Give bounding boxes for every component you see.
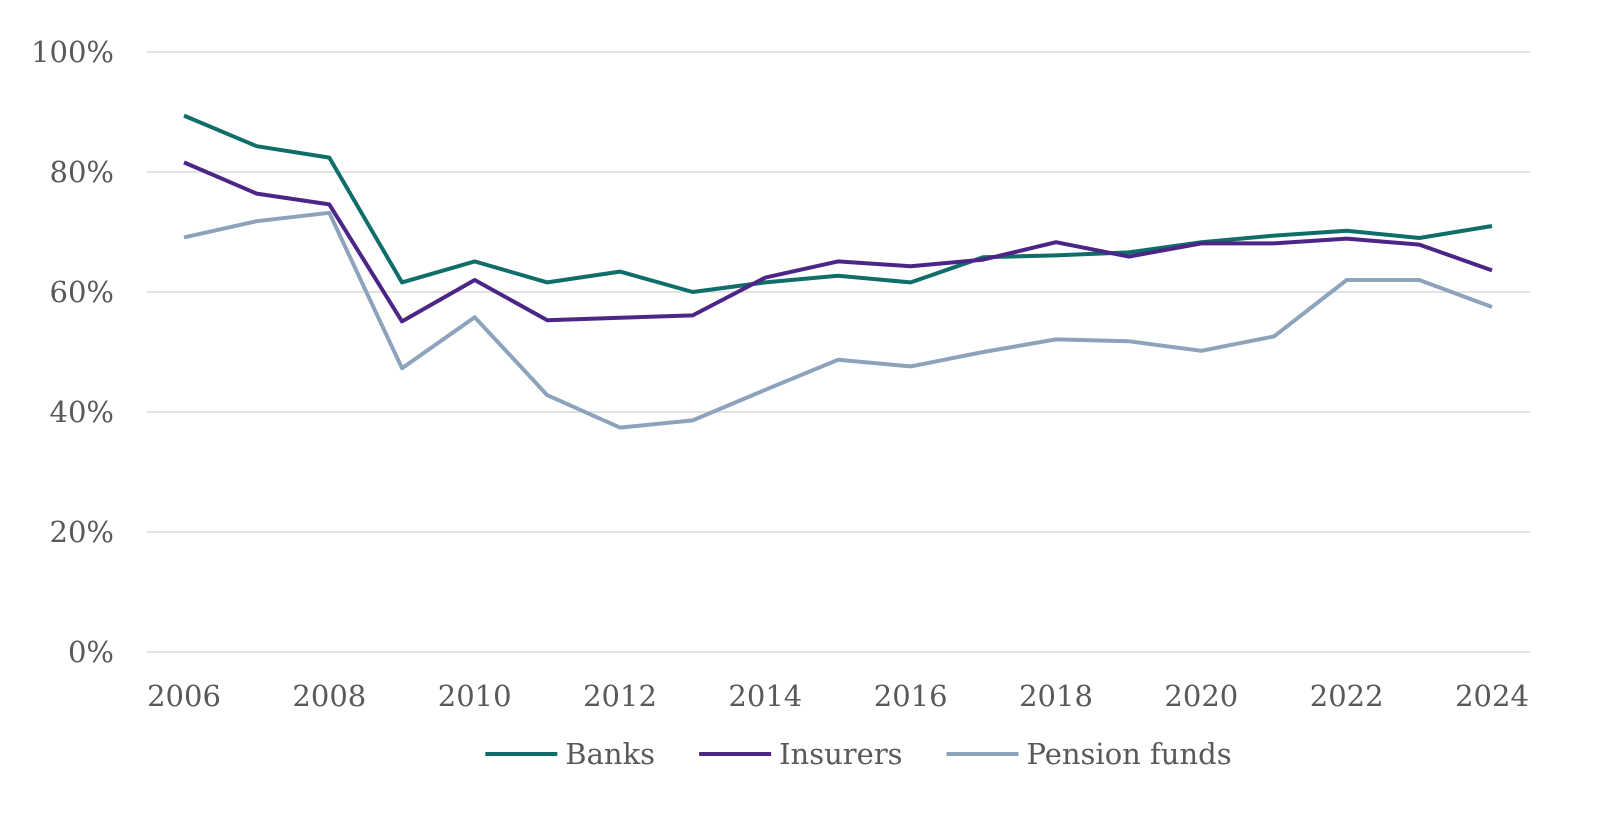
x-tick-label: 2012 xyxy=(583,679,657,713)
legend-label: Banks xyxy=(565,737,655,771)
y-tick-label: 60% xyxy=(50,275,114,309)
gridlines xyxy=(147,51,1530,653)
legend-label: Pension funds xyxy=(1027,737,1232,771)
series-line-pension-funds xyxy=(183,210,1493,430)
y-tick-label: 0% xyxy=(68,635,114,669)
series-line-insurers xyxy=(183,160,1493,324)
legend-item-banks: Banks xyxy=(485,737,655,771)
legend-item-insurers: Insurers xyxy=(699,737,903,771)
x-tick-label: 2022 xyxy=(1310,679,1384,713)
x-tick-label: 2006 xyxy=(147,679,221,713)
x-tick-label: 2010 xyxy=(438,679,512,713)
y-tick-label: 20% xyxy=(50,515,114,549)
x-tick-label: 2008 xyxy=(292,679,366,713)
x-tick-label: 2016 xyxy=(874,679,948,713)
x-tick-label: 2024 xyxy=(1455,679,1529,713)
series-lines xyxy=(183,113,1493,430)
y-tick-label: 100% xyxy=(31,35,114,69)
legend: Banks Insurers Pension funds xyxy=(485,737,1232,771)
x-axis-tick-labels: 2006 2008 2010 2012 2014 2016 2018 2020 2022 2024 xyxy=(147,679,1529,713)
y-tick-label: 80% xyxy=(50,155,114,189)
legend-item-pension-funds: Pension funds xyxy=(946,737,1232,771)
series-line-banks xyxy=(183,113,1493,294)
legend-label: Insurers xyxy=(779,737,902,771)
x-tick-label: 2014 xyxy=(728,679,802,713)
y-axis-tick-labels: 0% 20% 40% 60% 80% 100% xyxy=(31,35,114,669)
x-tick-label: 2020 xyxy=(1164,679,1238,713)
x-tick-label: 2018 xyxy=(1019,679,1093,713)
y-tick-label: 40% xyxy=(50,395,114,429)
